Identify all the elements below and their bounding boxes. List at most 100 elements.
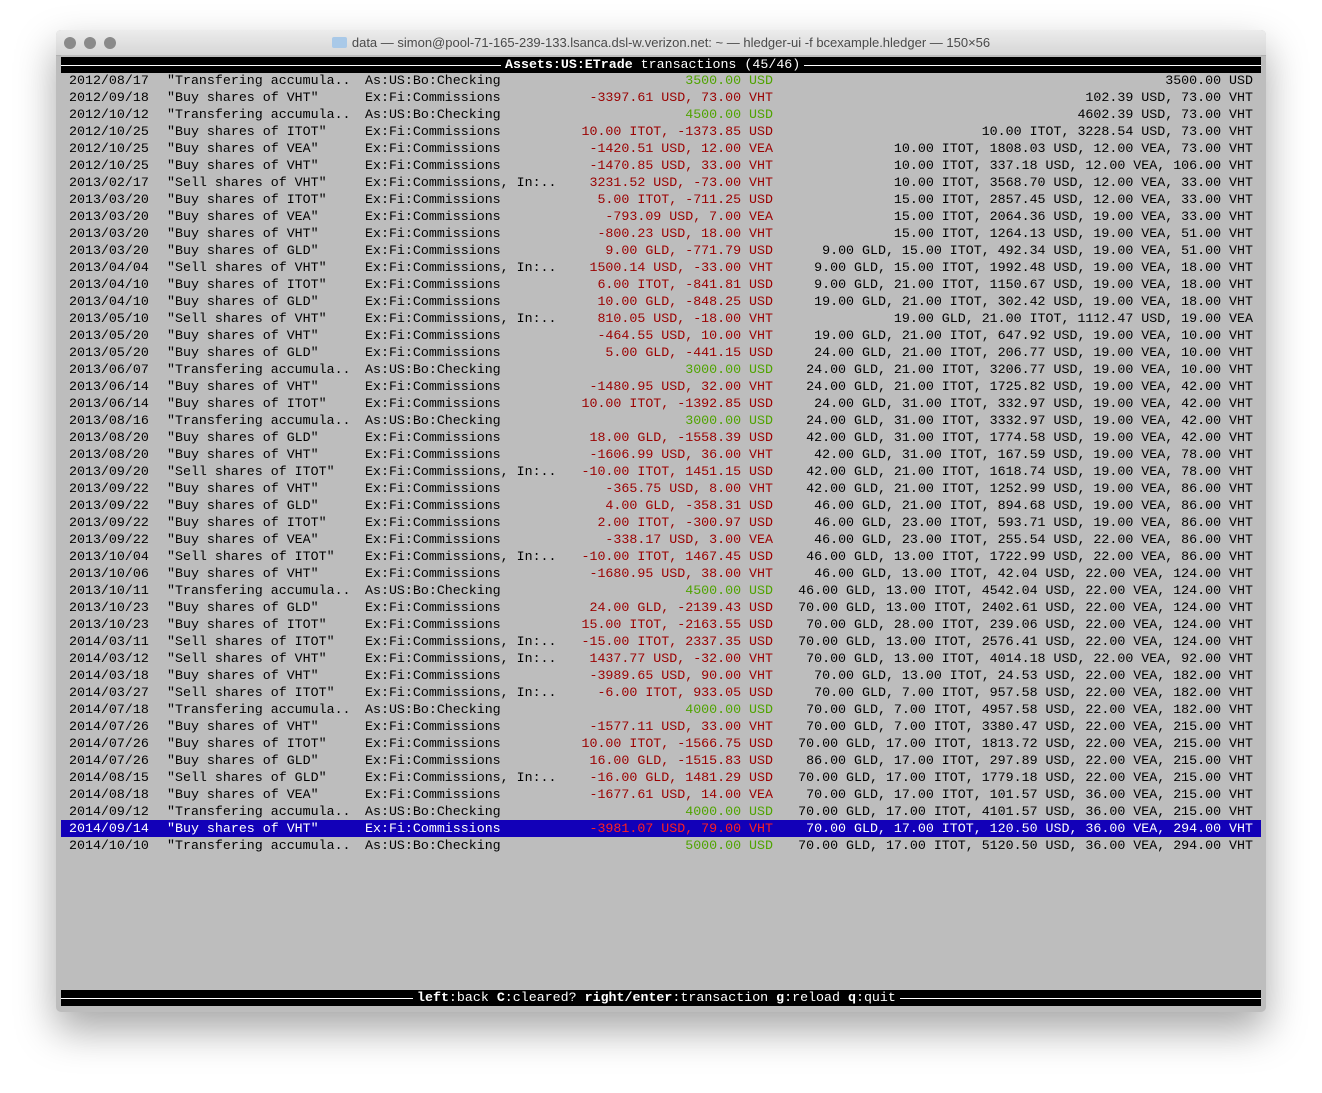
transaction-row[interactable]: 2013/08/20 "Buy shares of VHT" Ex:Fi:Commi… xyxy=(61,446,1261,463)
transaction-row[interactable]: 2013/03/20 "Buy shares of ITOT" Ex:Fi:Comm… xyxy=(61,191,1261,208)
transaction-row[interactable]: 2014/07/26 "Buy shares of GLD" Ex:Fi:Commi… xyxy=(61,752,1261,769)
window-title: data — simon@pool-71-165-239-133.lsanca.… xyxy=(56,35,1266,50)
other-accounts: Ex:Fi:Commissions xyxy=(365,600,501,615)
running-balance: 102.39 USD, 73.00 VHT xyxy=(1085,90,1253,105)
transaction-description: "Sell shares of VHT" xyxy=(167,260,327,275)
transaction-row[interactable]: 2013/10/23 "Buy shares of ITOT" Ex:Fi:Comm… xyxy=(61,616,1261,633)
other-accounts: Ex:Fi:Commissions xyxy=(365,566,501,581)
transaction-row[interactable]: 2013/09/20 "Sell shares of ITOT" Ex:Fi:Com… xyxy=(61,463,1261,480)
footer-bar: left:back C:cleared? right/enter:transac… xyxy=(61,990,1261,1006)
transaction-row[interactable]: 2014/07/26 "Buy shares of VHT" Ex:Fi:Commi… xyxy=(61,718,1261,735)
transaction-row[interactable]: 2013/04/10 "Buy shares of GLD" Ex:Fi:Commi… xyxy=(61,293,1261,310)
running-balance: 10.00 ITOT, 1808.03 USD, 12.00 VEA, 73.0… xyxy=(893,141,1253,156)
transaction-description: "Buy shares of VHT" xyxy=(167,668,319,683)
transaction-description: "Buy shares of VHT" xyxy=(167,481,319,496)
shortcut-key: left xyxy=(417,990,449,1005)
running-balance: 70.00 GLD, 7.00 ITOT, 957.58 USD, 22.00 … xyxy=(814,685,1253,700)
transaction-row[interactable]: 2013/05/20 "Buy shares of GLD" Ex:Fi:Commi… xyxy=(61,344,1261,361)
transaction-row[interactable]: 2014/08/15 "Sell shares of GLD" Ex:Fi:Comm… xyxy=(61,769,1261,786)
transaction-row[interactable]: 2012/10/25 "Buy shares of ITOT" Ex:Fi:Comm… xyxy=(61,123,1261,140)
transaction-row[interactable]: 2014/09/12 "Transfering accumula.. As:US:B… xyxy=(61,803,1261,820)
transaction-row[interactable]: 2013/09/22 "Buy shares of GLD" Ex:Fi:Commi… xyxy=(61,497,1261,514)
transaction-row[interactable]: 2013/10/06 "Buy shares of VHT" Ex:Fi:Commi… xyxy=(61,565,1261,582)
change-amount: 10.00 ITOT, -1566.75 USD xyxy=(581,736,773,751)
transaction-row[interactable]: 2013/10/04 "Sell shares of ITOT" Ex:Fi:Com… xyxy=(61,548,1261,565)
transaction-row[interactable]: 2014/03/11 "Sell shares of ITOT" Ex:Fi:Com… xyxy=(61,633,1261,650)
transaction-date: 2013/10/23 xyxy=(69,617,149,632)
transaction-row[interactable]: 2013/03/20 "Buy shares of VEA" Ex:Fi:Commi… xyxy=(61,208,1261,225)
minimize-button[interactable] xyxy=(84,37,96,49)
running-balance: 70.00 GLD, 17.00 ITOT, 1813.72 USD, 22.0… xyxy=(798,736,1253,751)
transaction-row[interactable]: 2013/10/11 "Transfering accumula.. As:US:B… xyxy=(61,582,1261,599)
change-amount: -16.00 GLD, 1481.29 USD xyxy=(589,770,773,785)
transaction-row[interactable]: 2013/08/20 "Buy shares of GLD" Ex:Fi:Commi… xyxy=(61,429,1261,446)
transaction-row[interactable]: 2014/10/10 "Transfering accumula.. As:US:B… xyxy=(61,837,1261,854)
transaction-row[interactable]: 2014/03/18 "Buy shares of VHT" Ex:Fi:Commi… xyxy=(61,667,1261,684)
transaction-row[interactable]: 2014/07/18 "Transfering accumula.. As:US:B… xyxy=(61,701,1261,718)
change-amount: 5.00 GLD, -441.15 USD xyxy=(605,345,773,360)
transaction-list[interactable]: 2012/08/17 "Transfering accumula.. As:US:B… xyxy=(61,72,1261,854)
change-amount: -3989.65 USD, 90.00 VHT xyxy=(589,668,773,683)
zoom-button[interactable] xyxy=(104,37,116,49)
running-balance: 70.00 GLD, 13.00 ITOT, 2402.61 USD, 22.0… xyxy=(798,600,1253,615)
transaction-row[interactable]: 2013/03/20 "Buy shares of GLD" Ex:Fi:Commi… xyxy=(61,242,1261,259)
transaction-row[interactable]: 2013/06/07 "Transfering accumula.. As:US:B… xyxy=(61,361,1261,378)
running-balance: 15.00 ITOT, 1264.13 USD, 19.00 VEA, 51.0… xyxy=(893,226,1253,241)
running-balance: 9.00 GLD, 21.00 ITOT, 1150.67 USD, 19.00… xyxy=(814,277,1253,292)
transaction-description: "Buy shares of VEA" xyxy=(167,532,319,547)
change-amount: -15.00 ITOT, 2337.35 USD xyxy=(581,634,773,649)
transaction-row[interactable]: 2013/04/04 "Sell shares of VHT" Ex:Fi:Comm… xyxy=(61,259,1261,276)
transaction-row[interactable]: 2013/04/10 "Buy shares of ITOT" Ex:Fi:Comm… xyxy=(61,276,1261,293)
transaction-row[interactable]: 2013/06/14 "Buy shares of VHT" Ex:Fi:Commi… xyxy=(61,378,1261,395)
transaction-row[interactable]: 2013/10/23 "Buy shares of GLD" Ex:Fi:Commi… xyxy=(61,599,1261,616)
change-amount: 24.00 GLD, -2139.43 USD xyxy=(589,600,773,615)
change-amount: 1437.77 USD, -32.00 VHT xyxy=(589,651,773,666)
transaction-row[interactable]: 2013/08/16 "Transfering accumula.. As:US:B… xyxy=(61,412,1261,429)
transaction-row[interactable]: 2012/10/12 "Transfering accumula.. As:US:B… xyxy=(61,106,1261,123)
transaction-date: 2014/03/12 xyxy=(69,651,149,666)
transaction-date: 2014/09/14 xyxy=(69,821,149,836)
transaction-row[interactable]: 2014/09/14 "Buy shares of VHT" Ex:Fi:Commi… xyxy=(61,820,1261,837)
transaction-row[interactable]: 2014/03/27 "Sell shares of ITOT" Ex:Fi:Com… xyxy=(61,684,1261,701)
transaction-row[interactable]: 2012/10/25 "Buy shares of VEA" Ex:Fi:Commi… xyxy=(61,140,1261,157)
other-accounts: As:US:Bo:Checking xyxy=(365,583,501,598)
change-amount: 5.00 ITOT, -711.25 USD xyxy=(597,192,773,207)
running-balance: 46.00 GLD, 13.00 ITOT, 4542.04 USD, 22.0… xyxy=(798,583,1253,598)
transaction-row[interactable]: 2013/02/17 "Sell shares of VHT" Ex:Fi:Comm… xyxy=(61,174,1261,191)
transaction-row[interactable]: 2014/07/26 "Buy shares of ITOT" Ex:Fi:Comm… xyxy=(61,735,1261,752)
transaction-row[interactable]: 2013/09/22 "Buy shares of VHT" Ex:Fi:Commi… xyxy=(61,480,1261,497)
other-accounts: Ex:Fi:Commissions, In:.. xyxy=(365,770,557,785)
transaction-row[interactable]: 2013/09/22 "Buy shares of VEA" Ex:Fi:Commi… xyxy=(61,531,1261,548)
transaction-row[interactable]: 2012/10/25 "Buy shares of VHT" Ex:Fi:Commi… xyxy=(61,157,1261,174)
transaction-description: "Sell shares of VHT" xyxy=(167,311,327,326)
transaction-row[interactable]: 2013/05/10 "Sell shares of VHT" Ex:Fi:Comm… xyxy=(61,310,1261,327)
change-amount: 3500.00 USD xyxy=(685,73,773,88)
change-amount: 4500.00 USD xyxy=(685,583,773,598)
transaction-row[interactable]: 2012/09/18 "Buy shares of VHT" Ex:Fi:Commi… xyxy=(61,89,1261,106)
transaction-date: 2013/04/10 xyxy=(69,277,149,292)
transaction-description: "Buy shares of VHT" xyxy=(167,719,319,734)
running-balance: 10.00 ITOT, 337.18 USD, 12.00 VEA, 106.0… xyxy=(893,158,1253,173)
running-balance: 70.00 GLD, 17.00 ITOT, 4101.57 USD, 36.0… xyxy=(798,804,1253,819)
running-balance: 24.00 GLD, 21.00 ITOT, 1725.82 USD, 19.0… xyxy=(806,379,1253,394)
transaction-row[interactable]: 2013/03/20 "Buy shares of VHT" Ex:Fi:Commi… xyxy=(61,225,1261,242)
transaction-row[interactable]: 2012/08/17 "Transfering accumula.. As:US:B… xyxy=(61,72,1261,89)
transaction-row[interactable]: 2014/08/18 "Buy shares of VEA" Ex:Fi:Commi… xyxy=(61,786,1261,803)
transaction-row[interactable]: 2013/06/14 "Buy shares of ITOT" Ex:Fi:Comm… xyxy=(61,395,1261,412)
transaction-row[interactable]: 2013/05/20 "Buy shares of VHT" Ex:Fi:Commi… xyxy=(61,327,1261,344)
running-balance: 70.00 GLD, 17.00 ITOT, 5120.50 USD, 36.0… xyxy=(798,838,1253,853)
transaction-row[interactable]: 2013/09/22 "Buy shares of ITOT" Ex:Fi:Comm… xyxy=(61,514,1261,531)
shortcut-key: right/enter xyxy=(584,990,673,1005)
transaction-row[interactable]: 2014/03/12 "Sell shares of VHT" Ex:Fi:Comm… xyxy=(61,650,1261,667)
change-amount: -1577.11 USD, 33.00 VHT xyxy=(589,719,773,734)
transaction-description: "Sell shares of ITOT" xyxy=(167,634,335,649)
other-accounts: Ex:Fi:Commissions, In:.. xyxy=(365,175,557,190)
terminal-window: data — simon@pool-71-165-239-133.lsanca.… xyxy=(56,30,1266,1012)
transaction-date: 2013/04/10 xyxy=(69,294,149,309)
other-accounts: As:US:Bo:Checking xyxy=(365,73,501,88)
transaction-description: "Sell shares of ITOT" xyxy=(167,464,335,479)
close-button[interactable] xyxy=(64,37,76,49)
transaction-date: 2014/09/12 xyxy=(69,804,149,819)
other-accounts: Ex:Fi:Commissions xyxy=(365,158,501,173)
other-accounts: Ex:Fi:Commissions xyxy=(365,141,501,156)
